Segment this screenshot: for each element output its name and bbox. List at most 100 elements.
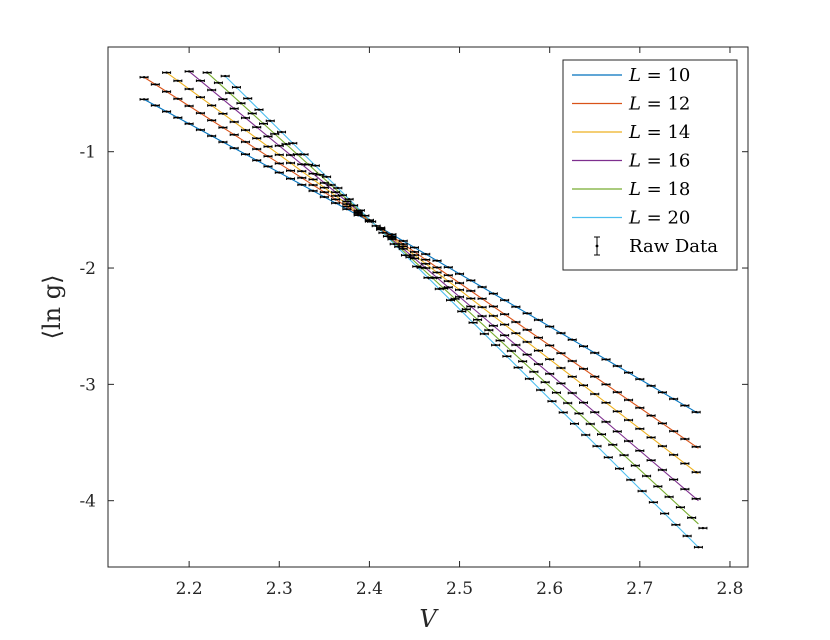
raw-data-point [500, 334, 510, 337]
raw-data-point [680, 487, 690, 491]
raw-data-point [657, 422, 667, 425]
raw-data-point [265, 119, 275, 123]
raw-data-point [590, 410, 600, 414]
raw-data-point [603, 456, 613, 459]
raw-data-point [398, 239, 408, 243]
raw-data-point [184, 104, 194, 108]
raw-data-point [624, 398, 634, 402]
raw-data-point [592, 444, 602, 448]
raw-data-point [240, 140, 250, 144]
raw-data-point [495, 339, 505, 342]
raw-data-point [446, 298, 456, 302]
raw-data-point [231, 85, 241, 89]
x-axis-title: V [419, 605, 439, 633]
legend-item-4: L = 16 [572, 151, 690, 172]
raw-data-point [612, 430, 622, 433]
raw-data-point [331, 201, 341, 205]
raw-data-point [376, 228, 386, 231]
raw-data-point [669, 453, 679, 457]
raw-data-point [590, 392, 600, 396]
raw-data-point [533, 349, 543, 352]
raw-data-point [308, 189, 318, 193]
raw-data-point [229, 120, 239, 124]
raw-data-point [326, 183, 336, 187]
raw-data-point [378, 231, 388, 235]
legend-label: L = 16 [628, 151, 690, 172]
raw-data-point [488, 314, 498, 318]
raw-data-point [150, 83, 160, 86]
raw-data-point [387, 237, 397, 241]
raw-data-point [624, 439, 634, 443]
raw-data-point [139, 75, 149, 79]
raw-data-point [207, 88, 217, 92]
raw-data-point [184, 87, 194, 91]
raw-data-point [619, 453, 629, 457]
raw-data-point [646, 384, 656, 388]
raw-data-point [567, 391, 577, 395]
legend-items: L = 10 L = 12 L = 14 L = 16 L = 18 L = 20 Raw … [572, 65, 718, 257]
raw-data-point [669, 429, 679, 433]
raw-data-point [581, 433, 591, 437]
raw-data-point [671, 523, 681, 527]
raw-data-point [236, 101, 246, 105]
raw-data-point [252, 125, 262, 129]
raw-data-point [331, 190, 341, 194]
raw-data-point [443, 279, 453, 283]
raw-data-point [299, 153, 309, 156]
raw-data-point [545, 325, 555, 328]
raw-data-point [229, 146, 239, 150]
raw-data-point [319, 195, 329, 199]
raw-data-point [511, 320, 521, 324]
raw-data-point [466, 297, 476, 300]
raw-data-point [682, 534, 692, 538]
raw-data-point [578, 344, 588, 348]
raw-data-point [624, 371, 634, 374]
raw-data-point [578, 401, 588, 404]
raw-data-point [473, 318, 483, 321]
raw-data-point [229, 107, 239, 110]
legend-item-raw-data: Raw Data [594, 236, 718, 257]
raw-data-point [421, 258, 431, 261]
raw-data-point [443, 273, 453, 277]
raw-data-point [297, 169, 307, 173]
raw-data-point [319, 181, 329, 185]
raw-data-point [612, 410, 622, 413]
raw-data-point [286, 169, 296, 172]
raw-data-point [349, 204, 359, 207]
raw-data-point [536, 388, 546, 392]
raw-data-point [229, 133, 239, 137]
raw-data-point [252, 137, 262, 140]
legend-label-raw-data: Raw Data [629, 236, 718, 257]
raw-data-point [344, 197, 354, 201]
x-tick-label: 2.3 [266, 579, 293, 599]
raw-data-point [524, 377, 534, 381]
raw-data-point [522, 340, 532, 344]
raw-data-point [274, 162, 284, 165]
raw-data-point [687, 516, 697, 520]
axis-ticks: 2.2 2.3 2.4 2.5 2.6 2.7 2.8 -1 -2 -3 -4 [79, 47, 748, 599]
raw-data-point [286, 177, 296, 180]
raw-data-point [195, 128, 205, 132]
raw-data-point [202, 71, 212, 74]
raw-data-point [635, 377, 645, 381]
raw-data-point [551, 391, 561, 394]
raw-data-point [522, 353, 532, 356]
raw-data-point [556, 351, 566, 355]
raw-data-point [691, 445, 701, 449]
raw-data-series-1 [139, 98, 701, 414]
raw-data-point [297, 183, 307, 187]
y-tick-label: -1 [79, 143, 96, 163]
raw-data-point [466, 289, 476, 293]
raw-data-point [207, 134, 217, 138]
raw-data-point [558, 411, 568, 414]
raw-data-point [263, 135, 273, 138]
raw-data-point [254, 108, 264, 111]
raw-data-series-6 [220, 74, 703, 549]
raw-data-point [691, 470, 701, 474]
legend-label: L = 18 [628, 179, 690, 200]
raw-data-point [693, 545, 703, 549]
x-tick-label: 2.5 [446, 579, 473, 599]
raw-data-point [213, 81, 223, 85]
y-axis-title: ⟨ln g⟩ [38, 275, 66, 340]
